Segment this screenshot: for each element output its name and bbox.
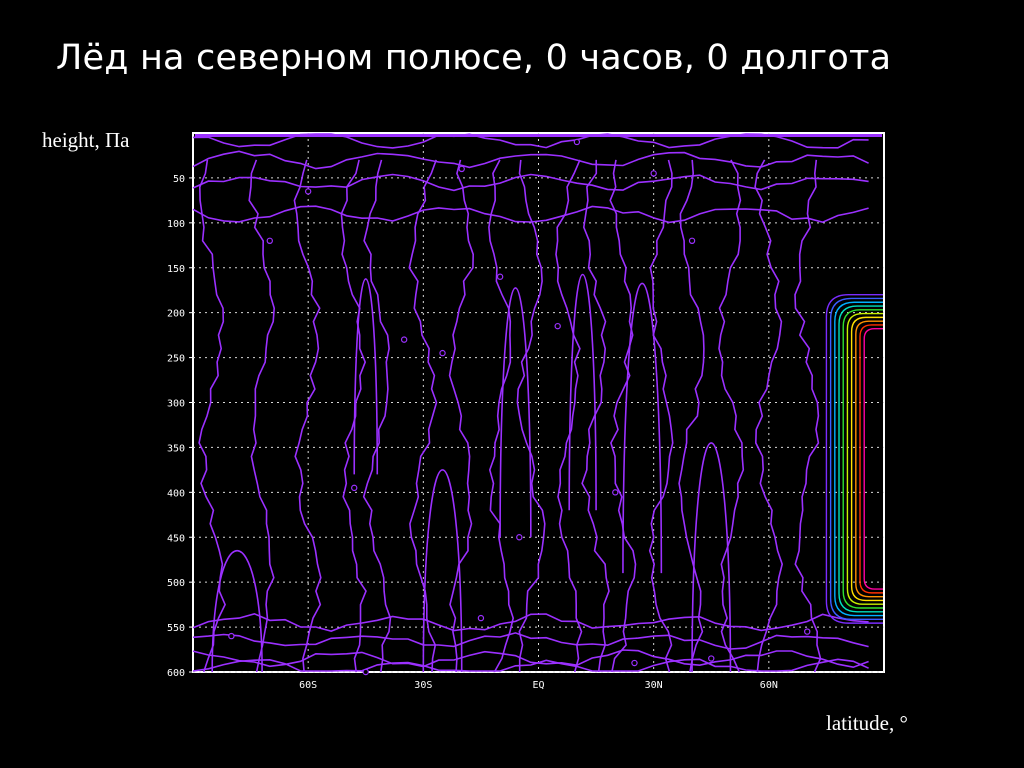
contour-line [362,159,392,673]
contour-band [192,632,869,650]
y-tick-label: 300 [167,399,185,410]
contour-line [794,159,822,673]
y-tick-label: 50 [173,174,185,185]
contour-zero-label [400,336,408,343]
contour-zero-label [516,534,523,541]
y-tick-label: 450 [167,533,185,544]
contour-zero-label [804,628,811,635]
x-ticks: 60S 30S EQ 30N 60N [299,680,778,691]
contour-line [248,159,276,673]
x-tick-label: 60S [299,680,317,691]
y-tick-label: 150 [167,264,185,275]
contour-zero-label [708,655,715,662]
y-tick-label: 550 [167,623,185,634]
ice-contour-line [838,305,883,613]
contour-band [192,612,869,632]
x-tick-label: EQ [532,680,544,691]
contour-zero-label [688,237,696,244]
contour-line [648,159,674,673]
slide-title: Лёд на северном полюсе, 0 часов, 0 долго… [56,38,892,78]
contour-zero-label [650,170,657,177]
contour-band [192,150,869,170]
contour-loop [622,283,663,574]
contour-zero-label [266,237,273,244]
contour-line [408,159,438,673]
ice-contour-line [829,297,883,621]
ice-contour-line [850,316,883,602]
ice-contour-line [855,320,883,598]
contour-line [340,159,367,673]
ice-contour-line [846,312,883,605]
contour-line [293,159,322,673]
contour-zero-label [439,349,446,357]
contour-zero-label [554,322,561,330]
x-tick-label: 30N [645,680,663,691]
contour-loop [422,469,463,673]
contour-band [192,649,869,669]
top-contour-band [195,134,882,137]
contour-line [555,159,583,673]
contour-zero-label [362,668,369,676]
contour-lines [192,133,882,676]
contour-band [192,205,869,224]
y-axis-label: height, Па [42,128,130,152]
x-tick-label: 60N [760,680,778,691]
contour-zero-label [228,632,235,640]
x-axis-label: latitude, ° [826,711,908,735]
x-tick-label: 30S [414,680,432,691]
contour-line [754,159,784,673]
contour-zero-label [458,165,465,173]
contour-line [488,159,515,673]
y-tick-label: 250 [167,354,185,365]
contour-zero-label [304,188,312,195]
contour-zero-label [612,489,619,496]
ice-contour-line [834,301,883,617]
contour-band [192,658,869,672]
ice-contour-line [825,294,883,624]
ice-contour-line [863,328,883,590]
contour-band [192,173,869,192]
ice-contour-line [859,324,883,594]
contour-loop [691,442,732,673]
y-tick-label: 100 [167,219,185,230]
contour-line [718,159,745,673]
contour-line [448,159,475,673]
y-tick-label: 500 [167,578,185,589]
ice-contour-line [842,309,883,609]
contour-zero-label [477,614,485,622]
contour-line [516,159,546,672]
contour-zero-label [631,659,638,667]
y-tick-label: 600 [167,668,185,679]
contour-zero-label [573,138,581,146]
contour-loop [353,278,379,475]
contour-zero-label [351,484,358,492]
contour-loop [499,287,532,538]
y-tick-label: 200 [167,309,185,320]
y-ticks: 50 100 150 200 250 300 350 400 450 500 550 600 [167,174,193,679]
contour-line [609,159,637,673]
contour-line [678,159,705,673]
contour-loop [568,273,597,511]
contour-zero-label [496,273,504,280]
y-tick-label: 400 [167,488,185,499]
ice-contours [825,294,883,624]
y-tick-label: 350 [167,443,185,454]
